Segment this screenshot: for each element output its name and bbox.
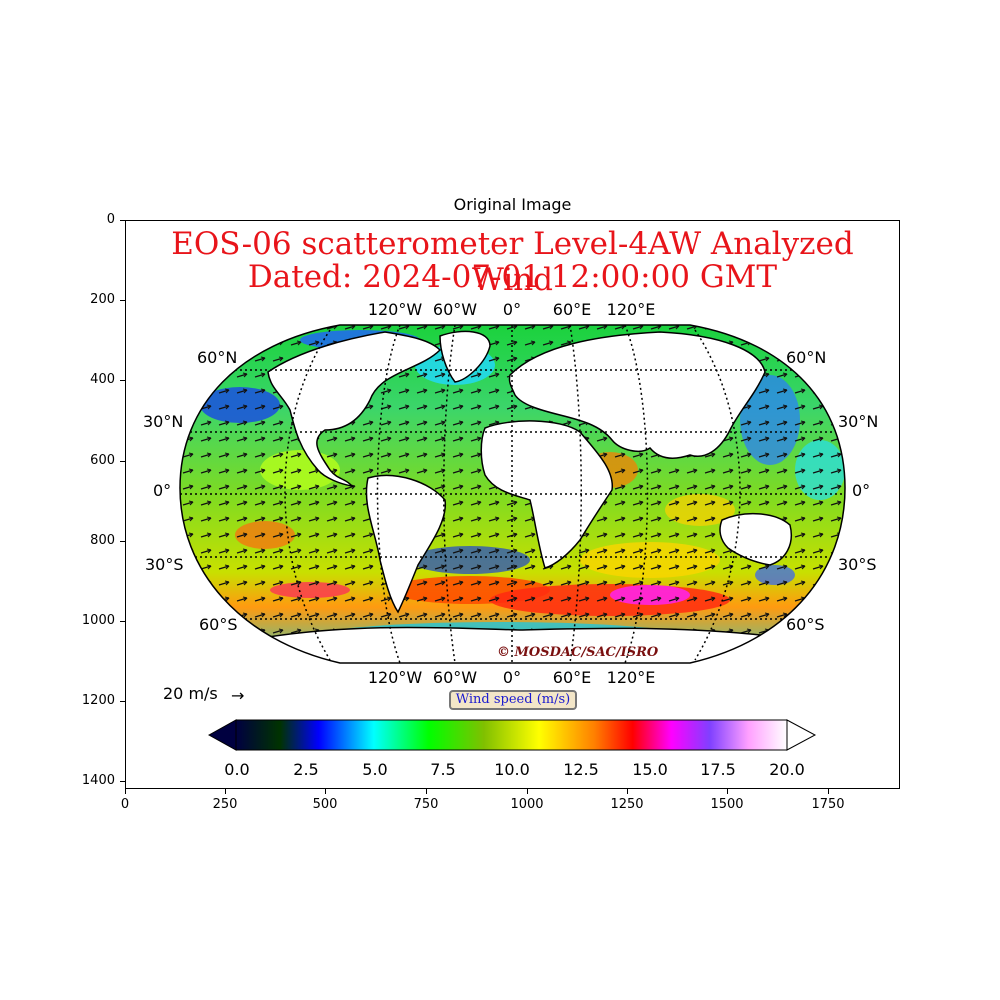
x-tickmark	[727, 789, 728, 794]
x-tickmark	[325, 789, 326, 794]
lat-label-right: 0°	[852, 481, 871, 500]
colorbar-tick: 5.0	[362, 760, 388, 779]
x-tickmark	[125, 789, 126, 794]
map-title-line1: EOS-06 scatterometer Level-4AW Analyzed …	[171, 226, 854, 298]
lat-label-right: 60°S	[786, 615, 825, 634]
y-tick-label: 1000	[81, 613, 115, 628]
x-tick-label: 1250	[610, 797, 644, 812]
colorbar-label: Wind speed (m/s)	[449, 690, 577, 710]
x-tickmark	[527, 789, 528, 794]
reference-vector-label: 20 m/s	[163, 684, 218, 703]
eurasia	[508, 331, 766, 459]
lon-label-top: 120°W	[367, 300, 423, 319]
colorbar	[207, 719, 817, 751]
lat-label-right: 30°S	[838, 555, 877, 574]
y-tick-label: 800	[90, 533, 115, 548]
colorbar-tick: 15.0	[632, 760, 668, 779]
x-tickmark	[828, 789, 829, 794]
x-tick-label: 0	[120, 797, 130, 812]
y-tickmark	[120, 781, 125, 782]
lon-label-bottom: 60°E	[552, 668, 592, 687]
greenland	[439, 330, 491, 383]
lon-label-top: 0°	[502, 300, 522, 319]
y-tickmark	[120, 621, 125, 622]
lon-label-top: 120°E	[606, 300, 656, 319]
y-tick-label: 0	[106, 212, 115, 227]
colorbar-tick: 12.5	[563, 760, 599, 779]
y-tick-label: 400	[90, 372, 115, 387]
x-tickmark	[225, 789, 226, 794]
lon-label-bottom: 120°W	[367, 668, 423, 687]
lat-label-right: 30°N	[838, 412, 879, 431]
lat-label-left: 30°N	[143, 412, 184, 431]
y-tick-label: 1400	[81, 773, 115, 788]
lon-label-top: 60°W	[432, 300, 478, 319]
lon-label-bottom: 0°	[502, 668, 522, 687]
y-tickmark	[120, 220, 125, 221]
colorbar-tick: 2.5	[293, 760, 319, 779]
x-tick-label: 1750	[811, 797, 845, 812]
lat-label-left: 60°S	[199, 615, 238, 634]
lat-label-right: 60°N	[786, 348, 827, 367]
y-tickmark	[120, 380, 125, 381]
lon-label-bottom: 60°W	[432, 668, 478, 687]
plot-axes	[125, 220, 900, 789]
x-tick-label: 500	[312, 797, 338, 812]
antarctica	[249, 626, 801, 663]
colorbar-tick: 10.0	[494, 760, 530, 779]
south-america	[365, 474, 447, 614]
colorbar-tick: 7.5	[430, 760, 456, 779]
lat-label-left: 60°N	[197, 348, 238, 367]
reference-arrow-icon: →	[231, 686, 245, 705]
y-tickmark	[120, 300, 125, 301]
lat-label-left: 30°S	[145, 555, 184, 574]
x-tickmark	[627, 789, 628, 794]
y-tick-label: 600	[90, 453, 115, 468]
map-title-line2: Dated: 2024-07-01 12:00:00 GMT	[247, 259, 778, 295]
y-tickmark	[120, 541, 125, 542]
y-tick-label: 1200	[81, 693, 115, 708]
colorbar-tick: 20.0	[769, 760, 805, 779]
x-tick-label: 1500	[710, 797, 744, 812]
y-tickmark	[120, 701, 125, 702]
colorbar-tick: 17.5	[700, 760, 736, 779]
figure-title: Original Image	[453, 195, 572, 214]
lon-label-top: 60°E	[552, 300, 592, 319]
x-tick-label: 250	[212, 797, 238, 812]
lon-label-bottom: 120°E	[606, 668, 656, 687]
y-tick-label: 200	[90, 292, 115, 307]
x-tick-label: 750	[413, 797, 439, 812]
colorbar-tick: 0.0	[224, 760, 250, 779]
lat-label-left: 0°	[153, 481, 172, 500]
x-tickmark	[426, 789, 427, 794]
credit-text: © MOSDAC/SAC/ISRO	[497, 645, 659, 660]
x-tick-label: 1000	[510, 797, 544, 812]
graticule	[180, 325, 845, 663]
y-tickmark	[120, 461, 125, 462]
